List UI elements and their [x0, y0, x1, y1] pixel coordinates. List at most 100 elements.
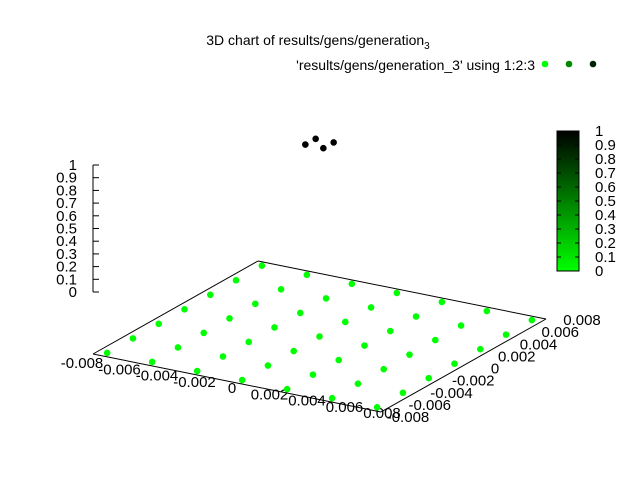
data-point [271, 324, 278, 331]
data-point [341, 318, 349, 326]
x-tick-label: 0.004 [288, 393, 326, 410]
colorbar-tick-label: 0.8 [595, 151, 616, 168]
z-tick-label: 0.9 [56, 170, 77, 187]
data-point-peak [320, 144, 327, 152]
data-point [431, 336, 439, 344]
z-tick-label: 0.2 [56, 259, 77, 276]
data-point [361, 342, 368, 349]
data-point [200, 329, 208, 337]
data-point [193, 367, 201, 375]
data-point [412, 313, 420, 320]
z-tick-label: 0.5 [56, 221, 77, 238]
colorbar-tick-label: 0.9 [595, 137, 616, 154]
colorbar-tick-label: 0.1 [595, 249, 616, 266]
y-tick-label: 0.008 [563, 312, 601, 329]
data-point [393, 289, 401, 297]
colorbar-tick-label: 0.5 [595, 193, 616, 210]
data-point [483, 307, 491, 315]
z-tick-label: 0.6 [56, 208, 77, 225]
legend-label: 'results/gens/generation_3' using 1:2:3 [296, 57, 535, 73]
colorbar-tick-label: 0.4 [595, 207, 616, 224]
y-tick-label: -0.004 [430, 385, 473, 402]
colorbar-tick-label: 0.2 [595, 235, 616, 252]
data-point [206, 291, 214, 299]
z-tick-label: 0.4 [56, 233, 77, 250]
y-tick-label: 0.002 [498, 348, 536, 365]
data-point [232, 276, 240, 284]
data-point [303, 271, 311, 279]
chart-title: 3D chart of results/gens/generation3 [206, 32, 430, 52]
z-tick-label: 0 [69, 284, 77, 301]
data-point [290, 347, 298, 355]
data-point-peak [302, 141, 309, 148]
data-point [148, 358, 156, 366]
data-point [277, 286, 285, 293]
data-point [328, 394, 336, 402]
colorbar-tick-label: 0 [595, 263, 603, 280]
legend: 'results/gens/generation_3' using 1:2:3 [296, 57, 597, 73]
data-point [386, 327, 394, 335]
x-tick-label: 0.006 [326, 399, 364, 416]
data-point [316, 333, 323, 340]
data-point [335, 356, 343, 364]
data-points [103, 135, 536, 411]
data-point [219, 353, 227, 360]
y-tick-label: -0.006 [408, 397, 451, 414]
data-point [174, 344, 182, 351]
data-point [438, 298, 446, 306]
legend-marker [541, 60, 549, 68]
y-tick-label: 0.004 [520, 336, 558, 353]
data-point [451, 360, 458, 367]
data-point [155, 320, 163, 328]
y-tick-label: -0.002 [452, 373, 495, 390]
axis-base-edge [92, 260, 259, 355]
data-point [354, 380, 362, 387]
data-point-peak [330, 139, 337, 146]
y-tick-label: 0.006 [541, 324, 579, 341]
data-point [258, 262, 266, 270]
data-point [348, 280, 356, 288]
data-point [373, 403, 381, 411]
data-point [296, 309, 304, 317]
data-point [251, 300, 259, 308]
axis-base-edge [380, 318, 547, 413]
z-tick-label: 0.7 [56, 195, 77, 212]
colorbar-tick-label: 0.7 [595, 165, 616, 182]
colorbar-tick-label: 1 [595, 123, 603, 140]
axis-base-edge [257, 260, 547, 320]
data-point [245, 338, 253, 346]
data-point [322, 295, 330, 302]
x-tick-label: 0.002 [251, 386, 289, 403]
data-point [181, 306, 188, 313]
z-tick-label: 1 [69, 157, 77, 174]
data-point [103, 349, 111, 357]
y-tick-label: 0 [491, 361, 499, 378]
data-point [406, 351, 413, 358]
x-tick-label: -0.008 [61, 355, 104, 372]
data-point [226, 315, 233, 322]
y-tick-label: -0.008 [387, 409, 430, 426]
legend-marker [589, 60, 597, 68]
z-tick-label: 0.3 [56, 246, 77, 263]
data-point-peak [312, 135, 319, 143]
data-point [476, 345, 484, 353]
data-point [238, 376, 246, 384]
colorbar-tick-label: 0.6 [595, 179, 616, 196]
x-tick-label: -0.002 [173, 374, 216, 391]
data-point [283, 385, 291, 393]
axes-3d: 00.10.20.30.40.50.60.70.80.91-0.008-0.00… [56, 157, 601, 426]
legend-marker [565, 60, 573, 68]
x-tick-label: -0.006 [98, 361, 141, 378]
data-point [502, 331, 510, 338]
data-point [399, 389, 407, 397]
data-point [425, 374, 433, 382]
data-point [367, 304, 375, 311]
data-point [309, 371, 317, 378]
data-point [380, 365, 388, 373]
axis-base-edge [92, 353, 382, 413]
x-tick-label: 0.008 [363, 405, 401, 422]
colorbar: 00.10.20.30.40.50.60.70.80.91 [556, 123, 616, 280]
data-point [264, 362, 272, 369]
data-point [528, 316, 536, 324]
